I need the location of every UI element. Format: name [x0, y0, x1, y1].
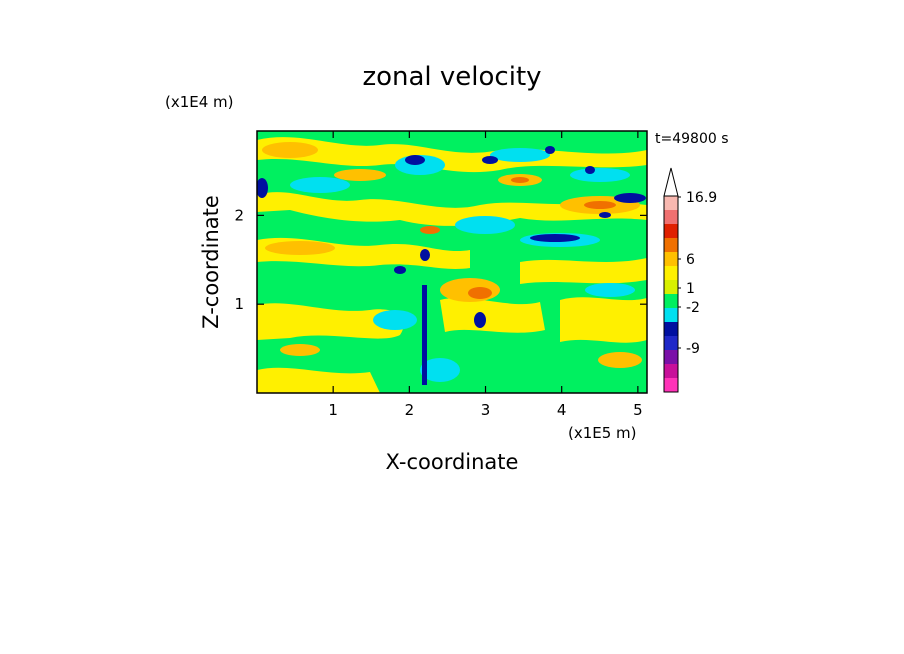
x-scale-label: (x1E5 m) [568, 424, 637, 442]
x-tick-label: 3 [481, 401, 491, 419]
band-yellow-8 [257, 367, 380, 393]
chart-title: zonal velocity [362, 62, 541, 92]
band-yellow-5 [257, 303, 404, 340]
colorbar-frame [663, 195, 679, 393]
colorbar-swatch [664, 378, 678, 392]
colorbar-swatch [664, 322, 678, 336]
y-scale-label: (x1E4 m) [165, 93, 234, 111]
x-tick-label: 5 [633, 401, 643, 419]
band-yellow-7 [440, 297, 545, 333]
y-axis-label: Z-coordinate [199, 195, 223, 329]
colorbar-tick-label: -9 [686, 341, 700, 357]
colorbar-swatch [664, 238, 678, 252]
x-tick-label: 1 [328, 401, 338, 419]
colorbar-swatch [664, 196, 678, 210]
colorbar-swatch [664, 210, 678, 224]
plot-frame [256, 130, 648, 394]
x-tick-label: 2 [405, 401, 415, 419]
colorbar-extend-arrow [663, 167, 679, 197]
colorbar-swatch [664, 266, 678, 280]
colorbar-tick-label: -2 [686, 300, 700, 316]
band-yellow-2 [257, 192, 647, 226]
colorbar-swatch [664, 252, 678, 266]
contour-field [257, 131, 647, 393]
colorbar: 16.9 6 1 -2 -9 [663, 167, 717, 393]
y-tick-label: 1 [234, 295, 244, 313]
colorbar-swatch [664, 364, 678, 378]
colorbar-swatch [664, 224, 678, 238]
red-patches [420, 177, 616, 299]
band-yellow-1 [257, 137, 647, 173]
time-label: t=49800 s [655, 131, 729, 147]
y-tick-label: 2 [234, 206, 244, 224]
colorbar-tick-label: 1 [686, 281, 695, 297]
colorbar-swatch [664, 350, 678, 364]
x-tick-label: 4 [557, 401, 567, 419]
colorbar-swatch [664, 308, 678, 322]
band-yellow-6 [560, 297, 647, 343]
blue-patches [257, 146, 646, 385]
x-ticks: 1 2 3 4 5 [328, 131, 643, 419]
colorbar-tick-label: 16.9 [686, 190, 717, 206]
yellow-bands [257, 137, 647, 393]
band-yellow-4 [520, 258, 647, 284]
x-axis-label: X-coordinate [386, 450, 519, 474]
colorbar-tick-label: 6 [686, 252, 695, 268]
colorbar-swatch [664, 280, 678, 294]
colorbar-swatch [664, 294, 678, 308]
y-ticks: 12 [234, 206, 647, 313]
colorbar-swatch [664, 336, 678, 350]
